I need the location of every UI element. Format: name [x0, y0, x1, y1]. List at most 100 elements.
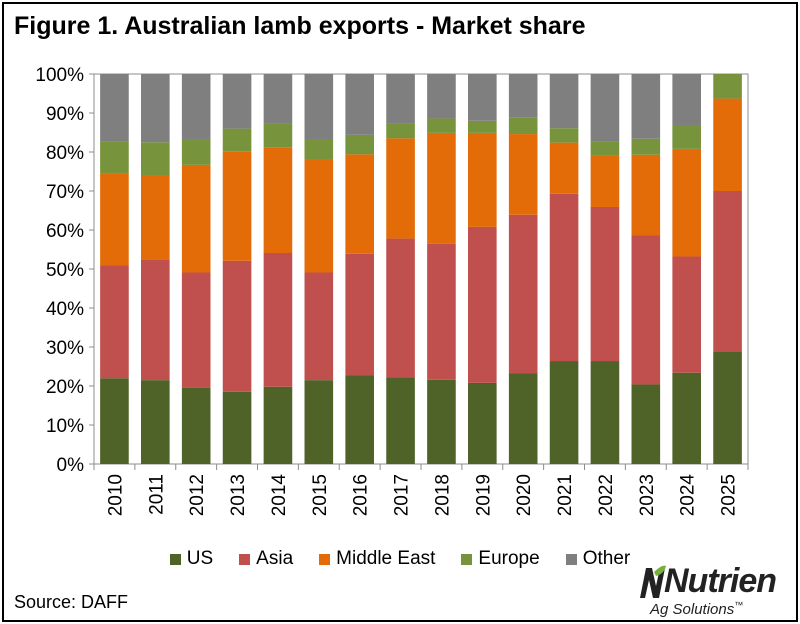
bar-asia-2025: [713, 191, 742, 352]
legend-swatch: [239, 553, 251, 565]
x-tick-label: 2014: [269, 474, 290, 517]
bar-other-2014: [263, 74, 293, 124]
bar-us-2015: [304, 380, 334, 464]
bar-middle-east-2014: [263, 147, 293, 254]
bar-asia-2020: [508, 214, 538, 374]
bar-europe-2025: [713, 74, 742, 99]
bar-other-2011: [141, 74, 170, 143]
bar-us-2020: [508, 373, 538, 464]
y-tick-label: 80%: [46, 143, 84, 164]
bar-europe-2011: [141, 142, 170, 176]
bar-asia-2015: [304, 272, 334, 381]
bar-middle-east-2023: [631, 154, 661, 236]
bar-other-2023: [631, 74, 661, 139]
y-tick-label: 30%: [46, 338, 84, 359]
logo-tagline-mark: ™: [734, 600, 744, 610]
bar-europe-2024: [672, 125, 701, 149]
bar-europe-2014: [263, 123, 293, 148]
chart-legend: US Asia Middle East Europe Other: [0, 548, 800, 570]
x-tick-label: 2010: [105, 474, 126, 516]
legend-label: US: [186, 548, 214, 569]
legend-label: Europe: [478, 548, 540, 569]
legend-swatch: [461, 553, 473, 565]
bar-us-2017: [386, 377, 415, 464]
logo-tagline-text: Ag Solutions: [650, 601, 735, 618]
bar-other-2019: [468, 74, 497, 121]
nutrien-logo: Nutrien Ag Solutions™: [636, 562, 786, 618]
x-tick-label: 2012: [187, 474, 208, 516]
bar-other-2010: [100, 74, 129, 142]
bar-us-2014: [263, 386, 293, 464]
x-tick-label: 2019: [473, 474, 494, 516]
y-tick-label: 0%: [57, 455, 85, 476]
bar-us-2024: [672, 372, 701, 464]
bar-middle-east-2010: [100, 173, 129, 266]
bar-other-2020: [508, 74, 538, 118]
y-tick-label: 40%: [46, 299, 84, 320]
bar-asia-2017: [386, 238, 415, 378]
bar-us-2010: [100, 378, 129, 464]
bar-asia-2022: [590, 206, 620, 362]
y-tick-label: 90%: [46, 104, 84, 125]
x-tick-label: 2015: [310, 474, 331, 516]
bar-europe-2022: [590, 141, 620, 156]
bar-us-2022: [590, 361, 620, 464]
nutrien-leaf-icon: [640, 565, 666, 598]
x-tick-label: 2017: [392, 474, 413, 516]
bar-middle-east-2016: [345, 154, 374, 254]
bar-europe-2012: [181, 139, 211, 165]
x-tick-label: 2016: [351, 474, 372, 516]
bar-asia-2013: [222, 260, 252, 392]
bar-middle-east-2020: [508, 134, 538, 215]
bar-middle-east-2011: [141, 175, 170, 260]
logo-brand: Nutrien: [664, 562, 777, 600]
bar-middle-east-2021: [549, 142, 579, 194]
bar-us-2012: [181, 387, 211, 464]
legend-swatch: [565, 553, 577, 565]
y-tick-label: 70%: [46, 182, 84, 203]
bar-middle-east-2024: [672, 148, 701, 257]
bar-asia-2024: [672, 256, 701, 373]
bar-asia-2023: [631, 235, 661, 385]
chart-canvas: 0% 10% 20% 30% 40% 50% 60% 70% 80% 90% 100% 2010 201…: [35, 65, 749, 517]
x-tick-label: 2020: [514, 474, 535, 516]
bar-europe-2019: [468, 120, 497, 133]
bar-europe-2013: [222, 128, 252, 152]
bar-europe-2018: [427, 118, 456, 133]
bar-middle-east-2013: [222, 151, 252, 261]
bar-europe-2010: [100, 141, 129, 174]
bar-other-2015: [304, 74, 334, 140]
bar-other-2022: [590, 74, 620, 142]
y-tick-label: 10%: [46, 416, 84, 437]
bar-europe-2023: [631, 138, 661, 155]
x-tick-label: 2022: [596, 474, 617, 516]
bar-europe-2016: [345, 134, 374, 155]
bar-asia-2012: [181, 272, 211, 388]
x-tick-label: 2013: [228, 474, 249, 516]
y-tick-label: 20%: [46, 377, 84, 398]
x-tick-label: 2023: [637, 474, 658, 516]
bar-middle-east-2018: [427, 132, 456, 244]
bar-other-2016: [345, 74, 374, 135]
x-tick-label: 2025: [719, 474, 740, 516]
logo-tagline: Ag Solutions™: [650, 600, 743, 618]
bar-middle-east-2025: [713, 98, 742, 191]
bar-asia-2016: [345, 253, 374, 376]
legend-swatch: [319, 553, 331, 565]
bar-other-2024: [672, 74, 701, 126]
y-tick-label: 100%: [35, 65, 84, 86]
legend-label: Middle East: [336, 548, 436, 569]
bar-us-2019: [468, 382, 497, 464]
y-tick-label: 50%: [46, 260, 84, 281]
x-tick-label: 2021: [555, 474, 576, 516]
bar-us-2021: [549, 361, 579, 464]
chart-title: Figure 1. Australian lamb exports - Mark…: [14, 12, 586, 40]
bar-us-2023: [631, 384, 661, 464]
x-tick-label: 2024: [678, 474, 699, 517]
bar-middle-east-2015: [304, 159, 334, 273]
bar-middle-east-2019: [468, 132, 497, 227]
legend-item-asia: Asia: [239, 548, 293, 570]
source-note: Source: DAFF: [14, 592, 129, 612]
bar-europe-2020: [508, 117, 538, 135]
bar-asia-2021: [549, 193, 579, 362]
